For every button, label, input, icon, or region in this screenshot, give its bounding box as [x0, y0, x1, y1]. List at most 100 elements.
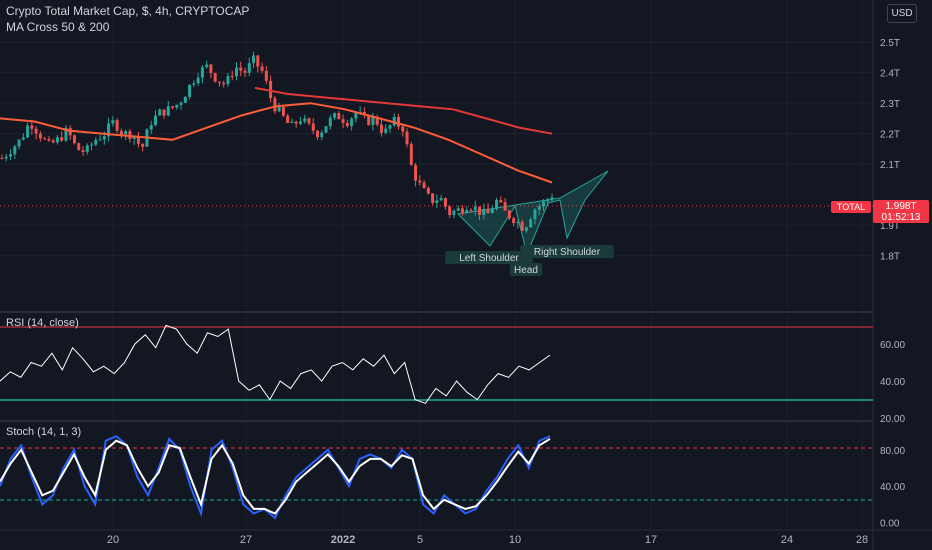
candle-up	[320, 132, 324, 138]
candle-up	[465, 210, 469, 213]
candle-down	[503, 202, 507, 211]
candle-down	[512, 218, 516, 224]
price-tick-label: 2.4T	[880, 69, 900, 80]
candle-up	[516, 221, 520, 224]
candle-up	[196, 77, 200, 84]
candle-down	[0, 158, 4, 160]
currency-button[interactable]: USD	[887, 4, 917, 23]
candle-up	[328, 117, 332, 127]
stoch-axis: 80.00 40.00 0.00	[880, 446, 905, 530]
candle-down	[141, 143, 145, 147]
candle-down	[230, 76, 234, 78]
candle-down	[34, 128, 38, 134]
head-and-shoulders-pattern[interactable]	[456, 170, 609, 256]
candle-up	[371, 116, 375, 125]
time-tick-label: 10	[509, 534, 521, 546]
rsi-label[interactable]: RSI (14, close)	[6, 317, 79, 329]
candle-up	[524, 227, 528, 231]
candle-up	[226, 76, 230, 85]
candle-up	[234, 67, 238, 77]
time-tick-label: 28	[856, 534, 868, 546]
candle-down	[222, 82, 226, 85]
candle-down	[307, 118, 311, 124]
candle-down	[281, 106, 285, 116]
candle-down	[379, 124, 383, 133]
candle-down	[209, 64, 213, 74]
candle-down	[507, 210, 511, 219]
candle-down	[119, 130, 123, 135]
stoch-d-line	[0, 438, 551, 515]
candle-up	[529, 219, 533, 228]
candle-up	[98, 139, 102, 141]
candle-up	[158, 109, 162, 116]
candle-down	[520, 221, 524, 231]
last-price-label: 1.998T 01:52:13	[873, 200, 929, 223]
candle-down	[341, 119, 345, 123]
stoch-tick-label: 40.00	[880, 482, 905, 493]
candle-down	[60, 137, 64, 141]
candle-down	[264, 70, 268, 81]
rsi-tick-label: 60.00	[880, 340, 905, 351]
candle-down	[136, 137, 140, 144]
rsi-axis: 60.00 40.00 20.00	[880, 340, 905, 425]
candle-down	[217, 81, 221, 83]
price-tick-label: 2.2T	[880, 130, 900, 141]
time-tick-label: 2022	[331, 534, 355, 546]
pattern-label: Right Shoulder	[534, 247, 601, 258]
candle-up	[183, 96, 187, 103]
candle-up	[324, 126, 328, 133]
candle-up	[490, 208, 494, 214]
candle-up	[55, 137, 59, 143]
chart-title[interactable]: Crypto Total Market Cap, $, 4h, CRYPTOCA…	[6, 4, 250, 18]
candle-down	[269, 80, 273, 99]
grid-lines	[0, 0, 873, 530]
candle-down	[426, 188, 430, 194]
candle-up	[247, 63, 251, 73]
time-tick-label: 20	[107, 534, 119, 546]
candle-up	[452, 210, 456, 215]
candle-up	[333, 113, 337, 118]
candle-up	[298, 121, 302, 124]
candle-down	[162, 109, 166, 116]
candle-down	[414, 165, 418, 181]
stoch-tick-label: 0.00	[880, 519, 900, 530]
candle-down	[213, 73, 217, 82]
candle-up	[64, 127, 68, 141]
pattern-shape	[456, 170, 609, 256]
bar-countdown: 01:52:13	[881, 212, 921, 223]
candle-down	[115, 120, 119, 131]
candle-down	[443, 198, 447, 207]
candle-up	[124, 131, 128, 135]
time-axis[interactable]: 20 27 2022 5 10 17 24 28	[107, 534, 868, 546]
candle-up	[26, 125, 30, 138]
candle-down	[460, 208, 464, 213]
candle-up	[350, 118, 354, 127]
candle-up	[90, 144, 94, 146]
stoch-tick-label: 80.00	[880, 446, 905, 457]
candle-up	[541, 201, 545, 207]
rsi-tick-label: 20.00	[880, 414, 905, 425]
indicator-label[interactable]: MA Cross 50 & 200	[6, 20, 110, 34]
candle-down	[294, 121, 298, 124]
candle-up	[392, 117, 396, 126]
candle-up	[94, 139, 98, 145]
candle-up	[533, 209, 537, 220]
candle-up	[252, 55, 256, 64]
candle-up	[550, 197, 554, 200]
candle-down	[239, 67, 243, 71]
candle-up	[205, 64, 209, 68]
candle-up	[435, 200, 439, 203]
candle-up	[188, 84, 192, 97]
candle-up	[200, 67, 204, 78]
candle-up	[102, 136, 106, 140]
price-axis[interactable]: 2.5T 2.4T 2.3T 2.2T 2.1T 1.9T 1.8T	[880, 38, 900, 262]
price-tick-label: 1.9T	[880, 221, 900, 232]
candle-up	[546, 199, 550, 202]
stoch-label[interactable]: Stoch (14, 1, 3)	[6, 426, 82, 438]
candle-down	[397, 117, 401, 127]
candle-down	[72, 135, 76, 144]
candle-up	[290, 121, 294, 123]
candle-down	[311, 123, 315, 131]
